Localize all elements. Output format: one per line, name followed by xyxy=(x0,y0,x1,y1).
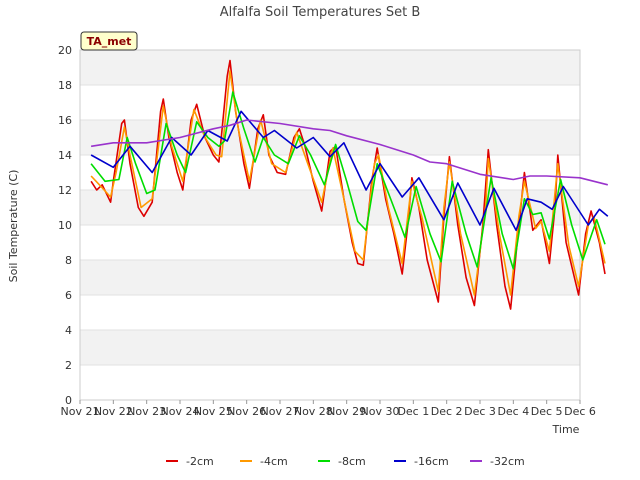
chart-title: Alfalfa Soil Temperatures Set B xyxy=(220,5,421,20)
series-lines xyxy=(90,59,609,310)
plot-band xyxy=(80,295,580,330)
x-tick-label: Nov 25 xyxy=(194,405,233,418)
y-tick-label: 12 xyxy=(58,184,72,197)
y-tick-label: 20 xyxy=(58,44,72,57)
x-tick-label: Dec 5 xyxy=(531,405,563,418)
x-tick-label: Nov 22 xyxy=(94,405,133,418)
x-tick-label: Dec 1 xyxy=(397,405,429,418)
plot-band xyxy=(80,225,580,260)
y-tick-label: 16 xyxy=(58,114,72,127)
annotation-box xyxy=(80,31,138,51)
y-tick-label: 6 xyxy=(65,289,72,302)
plot-band xyxy=(80,120,580,155)
x-tick-label: Nov 28 xyxy=(294,405,333,418)
plot-band xyxy=(80,50,580,85)
x-tick-label: Dec 4 xyxy=(497,405,529,418)
y-tick-label: 0 xyxy=(65,394,72,407)
x-tick-label: Nov 21 xyxy=(61,405,100,418)
legend-label: -2cm xyxy=(186,455,214,468)
legend-label: -16cm xyxy=(414,455,449,468)
legend: -2cm -4cm -8cm -16cm -32cm xyxy=(166,455,525,468)
series-line-minus-32cm xyxy=(90,119,608,186)
plot-area xyxy=(79,49,581,401)
plot-band xyxy=(80,365,580,400)
x-tick-label: Nov 26 xyxy=(227,405,266,418)
y-tick-label: 4 xyxy=(65,324,72,337)
annotation-label: TA_met xyxy=(87,35,132,48)
x-tick-label: Nov 29 xyxy=(327,405,366,418)
x-tick-label: Nov 27 xyxy=(261,405,300,418)
x-tick-label: Nov 23 xyxy=(127,405,166,418)
legend-label: -8cm xyxy=(338,455,366,468)
ta-met-annotation: TA_met xyxy=(80,31,138,51)
x-tick-label: Nov 24 xyxy=(161,405,200,418)
x-tick-label: Dec 2 xyxy=(431,405,463,418)
series-line-minus-16cm xyxy=(90,110,609,232)
plot-band xyxy=(80,190,580,225)
legend-label: -4cm xyxy=(260,455,288,468)
y-tick-label: 10 xyxy=(58,219,72,232)
plot-band xyxy=(80,85,580,120)
y-tick-label: 18 xyxy=(58,79,72,92)
y-tick-label: 2 xyxy=(65,359,72,372)
y-tick-label: 8 xyxy=(65,254,72,267)
y-axis-ticks: 0 2 4 6 8 10 12 14 16 18 20 xyxy=(58,44,72,407)
y-axis-title: Soil Temperature (C) xyxy=(7,170,20,283)
plot-band xyxy=(80,330,580,365)
x-tick-label: Nov 30 xyxy=(361,405,400,418)
legend-label: -32cm xyxy=(490,455,525,468)
x-tick-label: Dec 6 xyxy=(564,405,596,418)
plot-band xyxy=(80,260,580,295)
x-tick-label: Dec 3 xyxy=(464,405,496,418)
y-tick-label: 14 xyxy=(58,149,72,162)
x-axis-title: Time xyxy=(552,423,580,436)
